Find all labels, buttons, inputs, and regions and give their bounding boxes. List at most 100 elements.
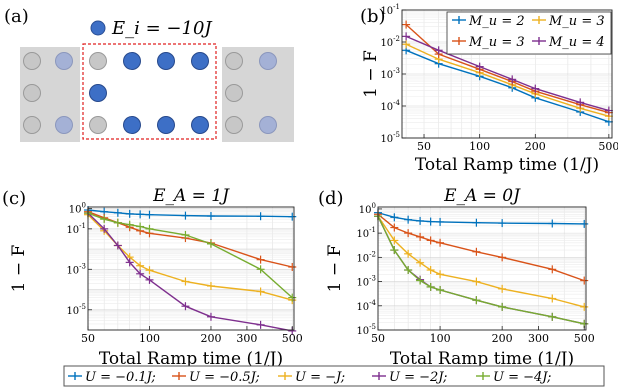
chart-c-point-3-6 (181, 302, 190, 311)
lattice-site-l-0-7 (259, 52, 277, 70)
chart-d-y-tick-label-1: 10-4 (356, 299, 376, 313)
chart-d-point-2-9 (580, 302, 589, 311)
chart-d-point-4-8 (548, 312, 557, 321)
chart-d-point-4-4 (426, 282, 435, 291)
bottom-legend: U = −0.1J; U = −0.5J; U = −J; U = −2J; U = −… (63, 365, 605, 387)
chart-d-point-1-8 (548, 265, 557, 274)
chart-c-point-0-7 (206, 212, 215, 221)
chart-d-point-2-1 (390, 236, 399, 245)
chart-c-point-2-5 (145, 266, 154, 275)
chart-b-point-3-5 (576, 98, 585, 107)
chart-c-point-3-8 (256, 320, 265, 329)
panel-label-b: (b) (360, 6, 386, 27)
chart-c-series-line-4 (87, 212, 293, 299)
chart-b-series-3 (402, 32, 613, 115)
chart-c-series-0 (84, 206, 297, 221)
chart-b-legend-box (446, 11, 612, 55)
chart-c-x-tick-label-4: 500 (282, 332, 303, 345)
lattice-site-f-0-5 (191, 52, 209, 70)
chart-c-y-tick-label-2: 10-1 (66, 222, 86, 236)
chart-d-point-4-1 (390, 246, 399, 255)
chart-c: 50 100 200 300 500 10-5 10-3 10-1 100 Total Ramp … (9, 186, 303, 369)
chart-c-series-4 (84, 209, 297, 302)
chart-b-y-tick-label-2: 10-3 (380, 67, 400, 81)
chart-d-point-2-3 (416, 258, 425, 267)
chart-d-point-0-8 (548, 219, 557, 228)
lattice-site-g-2-6 (225, 116, 243, 134)
chart-d-point-2-2 (404, 249, 413, 258)
chart-c-x-tick-label-3: 300 (236, 332, 257, 345)
chart-c-point-0-9 (288, 212, 297, 221)
chart-d-point-0-4 (426, 217, 435, 226)
chart-c-point-3-1 (100, 224, 109, 233)
chart-c-point-1-9 (288, 262, 297, 271)
chart-d-series-1 (374, 210, 589, 285)
chart-d-y-tick-label-2: 10-3 (356, 275, 376, 289)
chart-d-y-axis-label: 1 − F (325, 244, 345, 292)
chart-d-point-4-2 (404, 266, 413, 275)
chart-d-series-line-4 (377, 215, 585, 325)
chart-c-point-4-1 (100, 215, 109, 224)
chart-c-series-line-0 (87, 209, 293, 218)
chart-c-point-3-3 (125, 258, 134, 267)
chart-d-title: E_A = 0J (443, 186, 521, 206)
lattice-site-f-0-4 (157, 52, 175, 70)
chart-b-series-0 (402, 46, 613, 126)
chart-d-point-0-6 (472, 218, 481, 227)
chart-b-x-tick-label-1: 100 (469, 140, 490, 153)
chart-d-series-0 (374, 208, 589, 228)
chart-d-point-1-5 (436, 238, 445, 247)
chart-d-series-2 (374, 212, 589, 311)
panel-label-c: (c) (2, 188, 26, 209)
bottom-legend-entry-3: U = −2J; (389, 370, 447, 385)
chart-d-point-1-1 (390, 223, 399, 232)
chart-d-point-2-8 (548, 294, 557, 303)
bottom-legend-entry-4: U = −4J; (493, 370, 551, 385)
chart-c-title: E_A = 1J (152, 186, 230, 206)
bottom-legend-box (63, 365, 605, 387)
chart-c-point-4-3 (125, 220, 134, 229)
chart-c-x-axis-label: Total Ramp time (1/J) (99, 349, 283, 369)
chart-d-series-line-2 (377, 215, 585, 308)
chart-b-point-3-1 (434, 46, 443, 55)
chart-c-point-0-4 (136, 210, 145, 219)
chart-d-series-line-0 (377, 212, 585, 225)
lattice-site-g-0-0 (23, 52, 41, 70)
chart-d-x-tick-label-4: 500 (574, 332, 595, 345)
chart-c-point-3-5 (145, 275, 154, 284)
chart-d-point-2-4 (426, 266, 435, 275)
chart-c-point-2-6 (181, 277, 190, 286)
chart-b-legend-entry-1: M_u = 3 (548, 14, 605, 29)
chart-b-legend: M_u = 2 M_u = 3 M_u = 3 M_u = 4 (446, 11, 612, 55)
chart-c-point-4-8 (256, 265, 265, 274)
chart-c-point-3-4 (136, 269, 145, 278)
chart-c-point-4-6 (181, 230, 190, 239)
chart-c-point-4-5 (145, 224, 154, 233)
chart-d-point-0-9 (580, 219, 589, 228)
chart-b-y-tick-label-4: 10-1 (380, 3, 400, 17)
lattice-site-f-2-3 (123, 116, 141, 134)
lattice-site-l-0-1 (55, 52, 73, 70)
chart-d-point-1-2 (404, 229, 413, 238)
chart-d-point-0-7 (498, 219, 507, 228)
chart-d-point-1-6 (472, 247, 481, 256)
chart-b-y-tick-label-1: 10-4 (380, 99, 400, 113)
chart-d-grid (377, 207, 586, 331)
chart-d-series-line-1 (377, 213, 585, 282)
lattice-site-g-2-0 (23, 116, 41, 134)
chart-c-point-4-2 (113, 218, 122, 227)
chart-b-y-axis-label: 1 − F (361, 50, 381, 98)
site-filled-legend-marker (90, 20, 106, 36)
chart-d-point-4-5 (436, 285, 445, 294)
chart-c-point-4-7 (206, 239, 215, 248)
chart-c-y-axis-label: 1 − F (9, 244, 29, 292)
chart-c-point-0-5 (145, 210, 154, 219)
chart-d-y-tick-label-0: 10-5 (356, 323, 376, 337)
panel-label-d: (d) (318, 188, 344, 209)
chart-b-point-3-4 (531, 84, 540, 93)
chart-b-y-tick-label-0: 10-5 (380, 131, 400, 145)
chart-c-x-tick-label-1: 100 (139, 332, 160, 345)
chart-d-x-tick-label-2: 200 (492, 332, 513, 345)
bottom-legend-entry-1: U = −0.5J; (189, 370, 260, 385)
